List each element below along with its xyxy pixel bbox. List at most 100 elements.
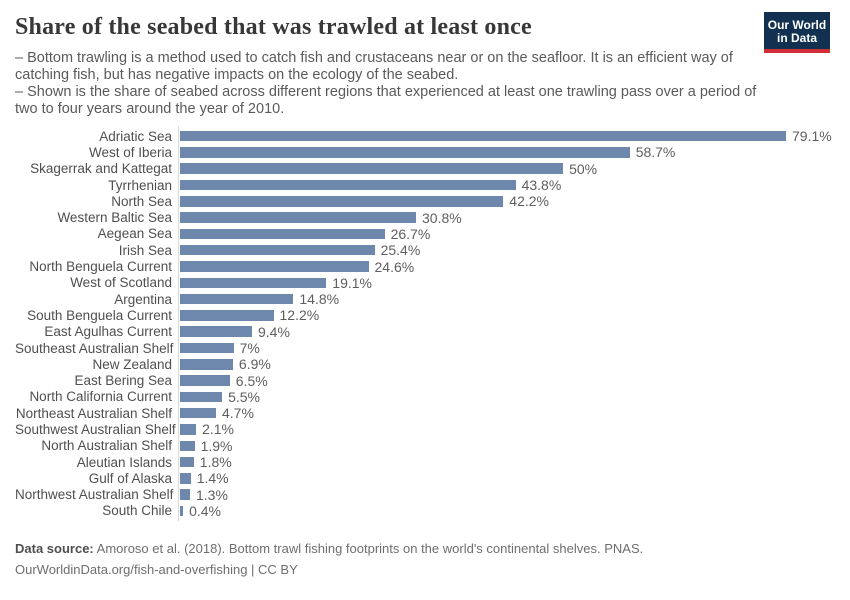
bar[interactable] [180,375,230,386]
owid-url-link[interactable]: OurWorldinData.org/fish-and-overfishing [15,562,248,578]
value-label: 1.8% [199,454,232,471]
bar[interactable] [180,130,786,142]
bar[interactable] [180,179,516,191]
value-label: 42.2% [509,193,549,210]
value-label: 14.8% [299,291,340,308]
bar-row: Aleutian Islands 1.8% [15,454,835,470]
bar[interactable] [180,147,630,158]
bar[interactable] [180,440,195,452]
category-label: South Benguela Current [27,307,172,323]
category-label: New Zealand [92,356,172,372]
bar-row: South Benguela Current 12.2% [15,307,835,323]
value-label: 4.7% [222,405,254,422]
bar-row: Northwest Australian Shelf 1.3% [15,487,835,503]
bar-row: East Bering Sea 6.5% [15,372,835,389]
value-label: 7% [239,340,260,356]
bar-row: East Agulhas Current 9.4% [15,324,835,340]
bar-rows: Adriatic Sea 79.1% West of Iberia 58.7% Skag… [15,128,835,519]
value-label: 5.5% [228,388,261,405]
bar[interactable] [180,228,385,240]
category-label: West of Iberia [88,144,172,160]
category-label: North Benguela Current [29,259,172,275]
bar[interactable] [180,244,375,256]
owid-logo-line2: in Data [776,31,817,45]
value-label: 6.5% [235,372,268,389]
bar[interactable] [180,489,190,500]
category-label: North Australian Shelf [41,438,172,454]
bar-row: Southeast Australian Shelf 7% [15,340,835,356]
bar-row: North California Current 5.5% [15,389,835,405]
value-label: 2.1% [202,421,235,438]
data-source-label: Data source: [15,541,94,557]
bar-row: Argentina 14.8% [15,291,835,307]
bar[interactable] [180,342,234,354]
category-label: North California Current [29,389,172,405]
bar[interactable] [180,505,184,517]
value-label: 19.1% [332,274,372,291]
category-label: Southeast Australian Shelf [15,340,174,356]
value-label: 58.7% [635,144,676,161]
y-axis-line [178,126,179,522]
category-label: Irish Sea [118,242,172,258]
bar-row: North Sea 42.2% [15,193,835,209]
bar-row: Adriatic Sea 79.1% [15,128,835,144]
bar-row: Gulf of Alaska 1.4% [15,470,835,486]
bar[interactable] [180,277,327,289]
value-label: 30.8% [422,209,462,226]
value-label: 12.2% [279,307,320,324]
bar[interactable] [180,326,252,337]
bar[interactable] [180,163,564,174]
bar-row: Irish Sea 25.4% [15,242,835,258]
category-label: Northeast Australian Shelf [15,405,172,421]
value-label: 1.3% [196,486,228,503]
owid-logo-line1: Our World [767,18,827,32]
category-label: North Sea [111,193,172,209]
footer: Data source: Amoroso et al. (2018). Bott… [15,538,835,580]
bar-row: Aegean Sea 26.7% [15,226,835,242]
bar-row: North Benguela Current 24.6% [15,258,835,275]
value-label: 43.8% [521,177,562,194]
bar-row: New Zealand 6.9% [15,356,835,372]
bar[interactable] [180,310,274,321]
category-label: Aegean Sea [97,226,172,242]
value-label: 6.9% [238,356,271,373]
bar-row: West of Iberia 58.7% [15,144,835,160]
category-label: Aleutian Islands [76,454,172,470]
bar[interactable] [180,456,194,468]
value-label: 1.4% [196,470,229,487]
bar-row: West of Scotland 19.1% [15,275,835,291]
license-line: OurWorldinData.org/fish-and-overfishing … [15,559,835,580]
bar-row: Northeast Australian Shelf 4.7% [15,405,835,421]
owid-logo[interactable]: Our World in Data [764,12,830,53]
bar-row: Western Baltic Sea 30.8% [15,209,835,226]
bar[interactable] [180,212,416,223]
license-suffix: | CC BY [247,562,298,578]
value-label: 24.6% [374,258,415,275]
bar[interactable] [180,261,369,272]
category-label: Skagerrak and Kattegat [30,161,172,177]
chart-subtitle: – Bottom trawling is a method used to ca… [15,50,763,118]
bar[interactable] [180,424,197,435]
bar[interactable] [180,293,294,305]
value-label: 0.4% [189,502,222,519]
bar-row: Southwest Australian Shelf 2.1% [15,421,835,437]
bar[interactable] [180,391,223,403]
value-label: 25.4% [380,242,421,259]
bar[interactable] [180,473,191,484]
category-label: Adriatic Sea [99,128,172,144]
category-label: West of Scotland [70,275,172,291]
bar[interactable] [180,359,233,370]
value-label: 9.4% [258,323,290,340]
data-source-text: Amoroso et al. (2018). Bottom trawl fish… [93,541,644,557]
subtitle-line-1: – Bottom trawling is a method used to ca… [15,50,733,83]
header: Share of the seabed that was trawled at … [15,12,835,118]
category-label: East Bering Sea [74,373,172,389]
category-label: Gulf of Alaska [88,470,172,486]
page-title: Share of the seabed that was trawled at … [15,14,532,40]
category-label: Argentina [114,291,172,307]
category-label: Southwest Australian Shelf [15,421,176,437]
bar[interactable] [180,407,216,419]
value-label: 1.9% [200,437,233,454]
bar[interactable] [180,196,504,207]
